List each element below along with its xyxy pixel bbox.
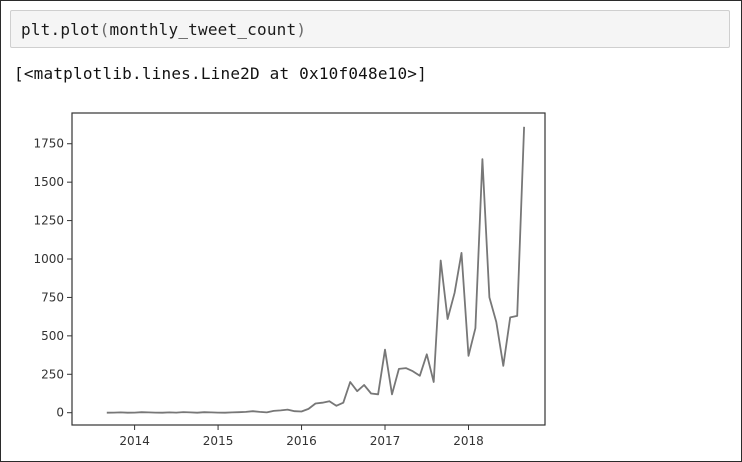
y-tick-label: 0	[56, 406, 64, 420]
x-tick-label: 2015	[203, 434, 234, 448]
code-func: plt.plot	[21, 20, 100, 39]
x-tick-label: 2017	[370, 434, 401, 448]
y-tick-label: 1000	[33, 252, 64, 266]
code-input-cell[interactable]: plt.plot(monthly_tweet_count)	[10, 10, 730, 48]
code-line: plt.plot(monthly_tweet_count)	[21, 20, 306, 39]
output-repr: [<matplotlib.lines.Line2D at 0x10f048e10…	[14, 64, 427, 83]
code-arg: monthly_tweet_count	[109, 20, 297, 39]
code-close-paren: )	[296, 20, 307, 39]
x-tick-label: 2016	[286, 434, 317, 448]
y-tick-label: 750	[41, 290, 64, 304]
plot-area-frame	[71, 112, 546, 426]
x-tick-label: 2014	[119, 434, 150, 448]
y-tick-label: 1500	[33, 175, 64, 189]
y-tick-label: 250	[41, 367, 64, 381]
y-tick-label: 1750	[33, 137, 64, 151]
code-open-paren: (	[99, 20, 110, 39]
x-tick-label: 2018	[453, 434, 484, 448]
y-tick-label: 1250	[33, 214, 64, 228]
y-tick-label: 500	[41, 329, 64, 343]
series-line	[106, 126, 525, 414]
